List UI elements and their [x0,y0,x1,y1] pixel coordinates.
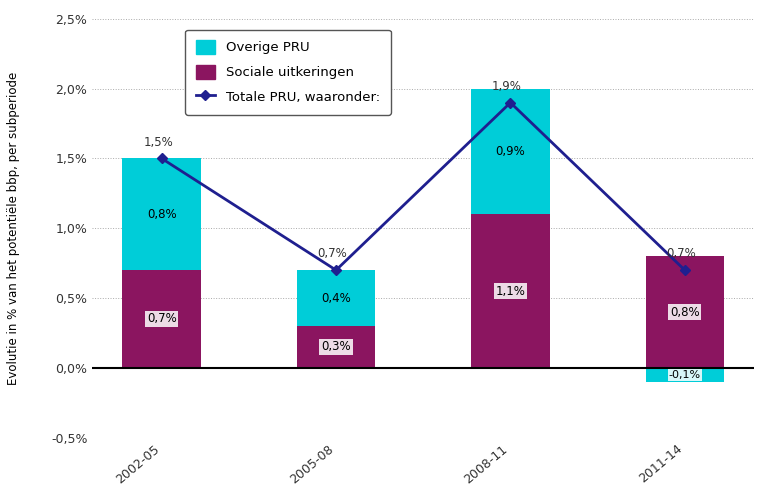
Bar [646,368,724,382]
Text: 0,8%: 0,8% [670,306,700,318]
Text: 0,7%: 0,7% [318,248,347,260]
Bar [122,270,201,368]
Text: 0,4%: 0,4% [321,292,351,304]
Bar [472,88,550,214]
Bar [296,270,376,326]
Bar [646,256,724,368]
Legend: Overige PRU, Sociale uitkeringen, Totale PRU, waaronder:: Overige PRU, Sociale uitkeringen, Totale… [185,30,391,114]
Text: 0,8%: 0,8% [147,208,177,221]
Text: 0,3%: 0,3% [321,340,351,353]
Text: 0,7%: 0,7% [147,312,177,326]
Bar [122,158,201,270]
Text: 1,9%: 1,9% [492,80,522,93]
Text: -0,1%: -0,1% [669,370,701,380]
Bar [296,326,376,368]
Y-axis label: Evolutie in % van het potentiële bbp, per subperiode: Evolutie in % van het potentiële bbp, pe… [7,72,19,385]
Text: 0,7%: 0,7% [667,248,696,260]
Text: 0,9%: 0,9% [495,145,525,158]
Bar [472,214,550,368]
Text: 1,1%: 1,1% [495,284,525,298]
Text: 1,5%: 1,5% [144,136,173,148]
